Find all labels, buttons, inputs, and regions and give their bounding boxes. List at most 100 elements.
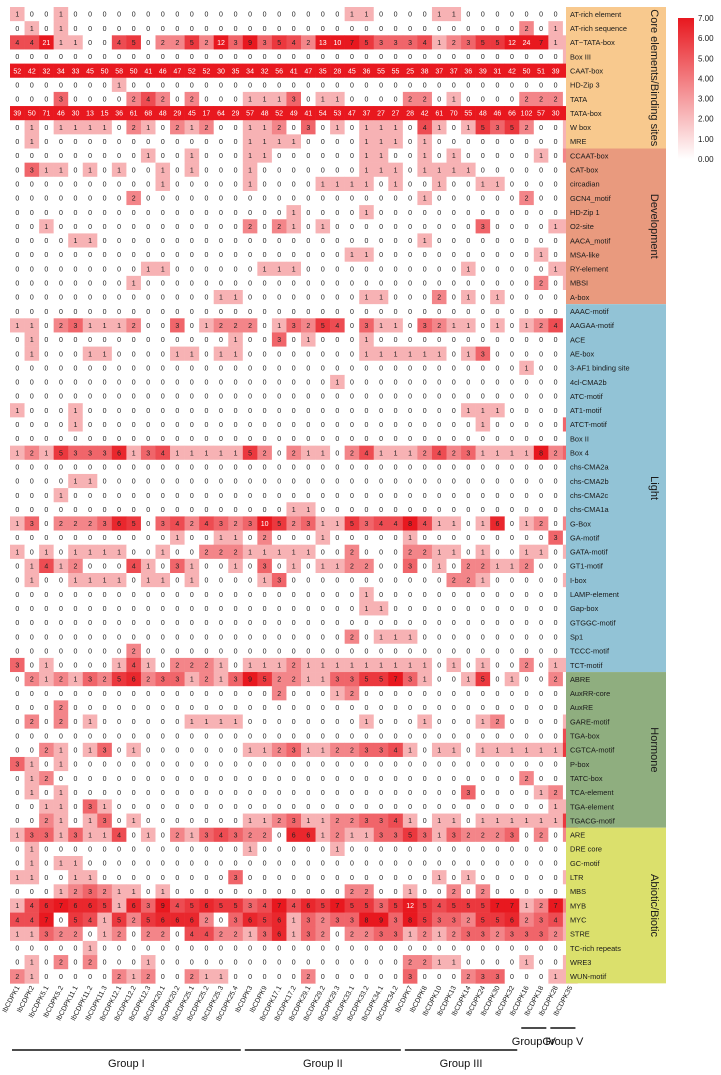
- cell-value: 0: [394, 564, 398, 571]
- heatmap-cell: [184, 304, 200, 319]
- cell-value: 0: [132, 804, 136, 811]
- cell-value: 0: [379, 210, 383, 217]
- cell-value: 0: [30, 309, 34, 316]
- cell-value: 0: [495, 464, 499, 471]
- cell-value: 0: [263, 309, 267, 316]
- cell-value: 0: [88, 210, 92, 217]
- cell-value: 0: [103, 733, 107, 740]
- cell-value: 0: [234, 153, 238, 160]
- cell-value: 0: [437, 776, 441, 783]
- cell-value: 1: [365, 12, 369, 19]
- cell-value: 4: [423, 521, 427, 528]
- cell-value: 0: [88, 224, 92, 231]
- cell-value: 1: [30, 790, 34, 797]
- heatmap-cell: [286, 247, 302, 262]
- cell-value: 1: [263, 97, 267, 104]
- heatmap-cell: [213, 233, 229, 248]
- cell-value: 0: [117, 818, 121, 825]
- heatmap-cell: [315, 360, 331, 376]
- heatmap-cell: [446, 233, 462, 248]
- cell-value: 0: [219, 648, 223, 655]
- heatmap-cell: [111, 247, 127, 262]
- heatmap-cell: [140, 190, 156, 206]
- cell-value: 2: [350, 691, 354, 698]
- cell-value: 0: [495, 309, 499, 316]
- cell-value: 0: [263, 337, 267, 344]
- heatmap-cell: [228, 318, 244, 333]
- heatmap-cell: [359, 134, 375, 149]
- cell-value: 37: [435, 68, 443, 75]
- cell-value: 0: [88, 309, 92, 316]
- cell-value: 1: [394, 323, 398, 330]
- cell-value: 0: [379, 252, 383, 259]
- cell-value: 0: [554, 578, 558, 585]
- cell-value: 0: [452, 677, 456, 684]
- cell-value: 0: [88, 252, 92, 259]
- cell-value: 2: [350, 549, 354, 556]
- cell-value: 0: [248, 337, 252, 344]
- cell-value: 2: [219, 549, 223, 556]
- cell-value: 1: [306, 450, 310, 457]
- heatmap-cell: [126, 318, 142, 333]
- heatmap-cell: [53, 91, 69, 107]
- heatmap-cell: [388, 360, 404, 376]
- heatmap-cell: [271, 360, 287, 376]
- cell-value: 0: [277, 705, 281, 712]
- heatmap-cell: [315, 63, 331, 79]
- cell-value: 5: [248, 450, 252, 457]
- heatmap-cell: [475, 176, 491, 192]
- heatmap-cell: [126, 360, 142, 376]
- heatmap-cell: [519, 35, 535, 50]
- cell-value: 0: [161, 295, 165, 302]
- cell-value: 0: [335, 549, 339, 556]
- cell-value: 1: [74, 422, 78, 429]
- cell-value: 0: [350, 295, 354, 302]
- cell-value: 2: [525, 26, 529, 33]
- heatmap-cell: [111, 49, 127, 64]
- cell-value: 1: [190, 564, 194, 571]
- heatmap-cell: [359, 275, 375, 291]
- heatmap-cell: [68, 233, 84, 248]
- heatmap-cell: [504, 35, 520, 50]
- cell-value: 0: [15, 181, 19, 188]
- cell-value: 0: [539, 436, 543, 443]
- cell-value: 0: [365, 266, 369, 273]
- cell-value: 1: [234, 351, 238, 358]
- heatmap-cell: [431, 148, 447, 163]
- cell-value: 4: [379, 521, 383, 528]
- cell-value: 1: [495, 408, 499, 415]
- cell-value: 0: [248, 281, 252, 288]
- heatmap-cell: [242, 261, 258, 277]
- cell-value: 0: [190, 82, 194, 89]
- heatmap-cell: [475, 190, 491, 206]
- cell-value: 1: [466, 351, 470, 358]
- cell-value: 0: [263, 54, 267, 61]
- heatmap-cell: [242, 275, 258, 291]
- cell-value: 0: [234, 238, 238, 245]
- cell-value: 0: [394, 153, 398, 160]
- cell-value: 0: [175, 281, 179, 288]
- cell-value: 0: [161, 535, 165, 542]
- cell-value: 0: [423, 82, 427, 89]
- cell-value: 2: [190, 97, 194, 104]
- cell-value: 0: [481, 762, 485, 769]
- cell-value: 0: [15, 82, 19, 89]
- cell-value: 0: [146, 691, 150, 698]
- cell-value: 0: [146, 394, 150, 401]
- cell-value: 1: [321, 663, 325, 670]
- cell-value: 0: [146, 705, 150, 712]
- heatmap-cell: [140, 148, 156, 163]
- cell-value: 0: [277, 365, 281, 372]
- cell-value: 0: [190, 747, 194, 754]
- cell-value: 0: [292, 578, 296, 585]
- cell-value: 0: [190, 238, 194, 245]
- cell-value: 5: [117, 677, 121, 684]
- cell-value: 0: [234, 54, 238, 61]
- heatmap-cell: [242, 318, 258, 333]
- heatmap-cell: [257, 176, 273, 192]
- cell-value: 0: [234, 663, 238, 670]
- cell-value: 0: [466, 747, 470, 754]
- heatmap-cell: [53, 77, 69, 93]
- cell-value: 1: [350, 832, 354, 839]
- cell-value: 0: [132, 139, 136, 146]
